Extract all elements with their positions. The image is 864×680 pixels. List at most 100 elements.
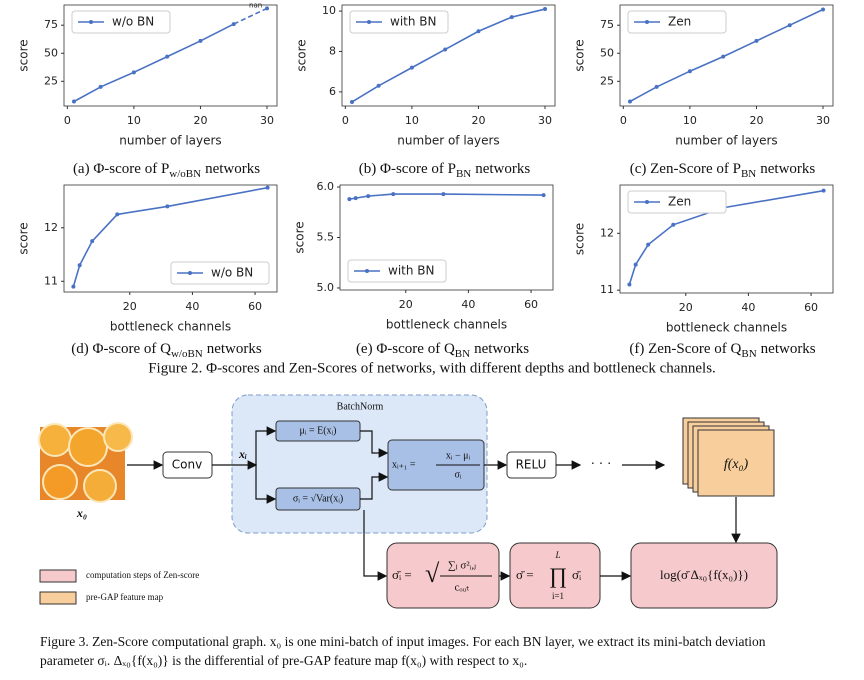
x-tick-label: 60 (248, 300, 262, 313)
x-tick-label: 60 (804, 301, 818, 314)
x-tick-label: 40 (461, 298, 475, 311)
legend-label: Zen (668, 195, 691, 209)
legend-box (349, 10, 449, 34)
point (721, 54, 726, 59)
caption-part: w/oBN (171, 348, 203, 360)
y-tick-label: 5.5 (317, 231, 335, 244)
x-axis-label: bottleneck channels (110, 320, 231, 334)
chart: 25 50 75 0 10 20 30 number of layers score Zen (c)… (573, 4, 834, 180)
arrow (360, 430, 389, 458)
arrow (363, 510, 388, 581)
legend-box (71, 10, 171, 34)
legend-marker (89, 20, 93, 24)
subfigure-caption: (d) Φ-score of Qw/oBN networks (71, 341, 262, 359)
input-image (38, 422, 133, 503)
point (347, 197, 352, 202)
point (131, 70, 136, 75)
x-tick-label: 0 (620, 114, 627, 127)
series-line (73, 23, 235, 103)
x-axis-label: bottleneck channels (386, 318, 507, 332)
legend-box (170, 261, 270, 285)
legend-label: Zen (668, 15, 691, 29)
figure-caption: Figure 2. Φ-scores and Zen-Scores of net… (148, 360, 716, 376)
product-left: σ̄ = (516, 567, 534, 582)
x-tick-label: 60 (524, 298, 538, 311)
subfigure-caption: (f) Zen-Score of QBN networks (629, 341, 815, 359)
legend-label: w/o BN (112, 15, 154, 29)
chart: 6 8 10 0 10 20 30 number of layers score with BN (… (295, 4, 556, 180)
ellipsis: · · · (591, 457, 612, 472)
y-tick-label: 25 (600, 74, 614, 87)
subfigure-caption: (b) Φ-score of PBN networks (359, 161, 531, 179)
point (509, 15, 514, 20)
caption-part: (f) Zen-Score of Q (629, 341, 741, 357)
y-tick-label: 25 (44, 74, 58, 87)
normalize-den: σᵢ (454, 469, 461, 480)
legend-box (627, 190, 727, 214)
series-line (72, 186, 268, 287)
arrow (360, 472, 389, 500)
point (265, 185, 270, 190)
y-axis-label: score (573, 223, 587, 255)
y-tick-label: 12 (44, 221, 58, 234)
charts: 25 50 75 0 10 20 30 number of layers score nan w/o… (17, 1, 834, 360)
figure-caption: Figure 3. Zen-Score computational graph.… (40, 634, 766, 649)
log-formula: log(σ̄ Δₓ₀{f(x₀)}) (660, 567, 748, 582)
caption-part: (d) Φ-score of Q (71, 341, 171, 357)
y-tick-label: 8 (329, 44, 336, 57)
arrow (255, 465, 277, 504)
point (349, 99, 354, 104)
point (366, 194, 371, 199)
y-tick-label: 75 (600, 18, 614, 31)
point (443, 47, 448, 52)
point (77, 263, 82, 268)
point (821, 7, 826, 12)
caption-part: BN (455, 348, 470, 360)
caption-part: BN (456, 168, 471, 180)
caption-part: (e) Φ-score of Q (356, 341, 455, 357)
y-tick-label: 75 (44, 18, 58, 31)
sqrt-sign: √ (425, 559, 440, 588)
caption-part: (a) Φ-score of P (73, 161, 169, 177)
diagram: BatchNorm x₀ Conv xᵢ μᵢ = E(xᵢ) σᵢ = √Va… (38, 394, 778, 609)
point (654, 84, 659, 89)
x-tick-label: 20 (193, 114, 207, 127)
legend-swatch (39, 569, 77, 583)
x-tick-label: 10 (683, 114, 697, 127)
legend-label: w/o BN (211, 266, 253, 280)
point (671, 222, 676, 227)
caption-part: networks (207, 341, 262, 357)
point (198, 38, 203, 43)
point (98, 84, 103, 89)
caption-part: BN (741, 168, 756, 180)
log-box (630, 542, 778, 609)
point (265, 6, 270, 11)
legend-marker (645, 200, 649, 204)
y-tick-label: 50 (600, 46, 614, 59)
conv-label: Conv (172, 458, 202, 472)
point (646, 242, 651, 247)
caption-part: networks (205, 161, 260, 177)
point (71, 284, 76, 289)
x-tick-label: 0 (64, 114, 71, 127)
point (787, 23, 792, 28)
point (441, 192, 446, 197)
normalize-num: xᵢ − μᵢ (446, 450, 471, 461)
y-axis-label: score (295, 39, 309, 71)
subfigure-caption: (e) Φ-score of QBN networks (356, 341, 529, 359)
y-axis-label: score (293, 221, 307, 253)
figure-caption: parameter σᵢ. Δₓ₀{f(x₀)} is the differen… (40, 653, 527, 668)
x-tick-label: 10 (405, 114, 419, 127)
sbar-num: ∑ⱼ σ²ᵢ,ⱼ (448, 560, 476, 572)
caption-part: (c) Zen-Score of P (630, 161, 741, 177)
point (90, 239, 95, 244)
point (754, 38, 759, 43)
legend-label: computation steps of Zen-score (86, 570, 199, 580)
point (687, 69, 692, 74)
caption-part: (b) Φ-score of P (359, 161, 456, 177)
normalize-left: xᵢ₊₁ = (392, 459, 416, 470)
product-top: L (554, 550, 560, 560)
x-tick-label: 0 (342, 114, 349, 127)
y-axis-label: score (17, 39, 31, 71)
product-right: σ̄ᵢ (572, 567, 582, 582)
